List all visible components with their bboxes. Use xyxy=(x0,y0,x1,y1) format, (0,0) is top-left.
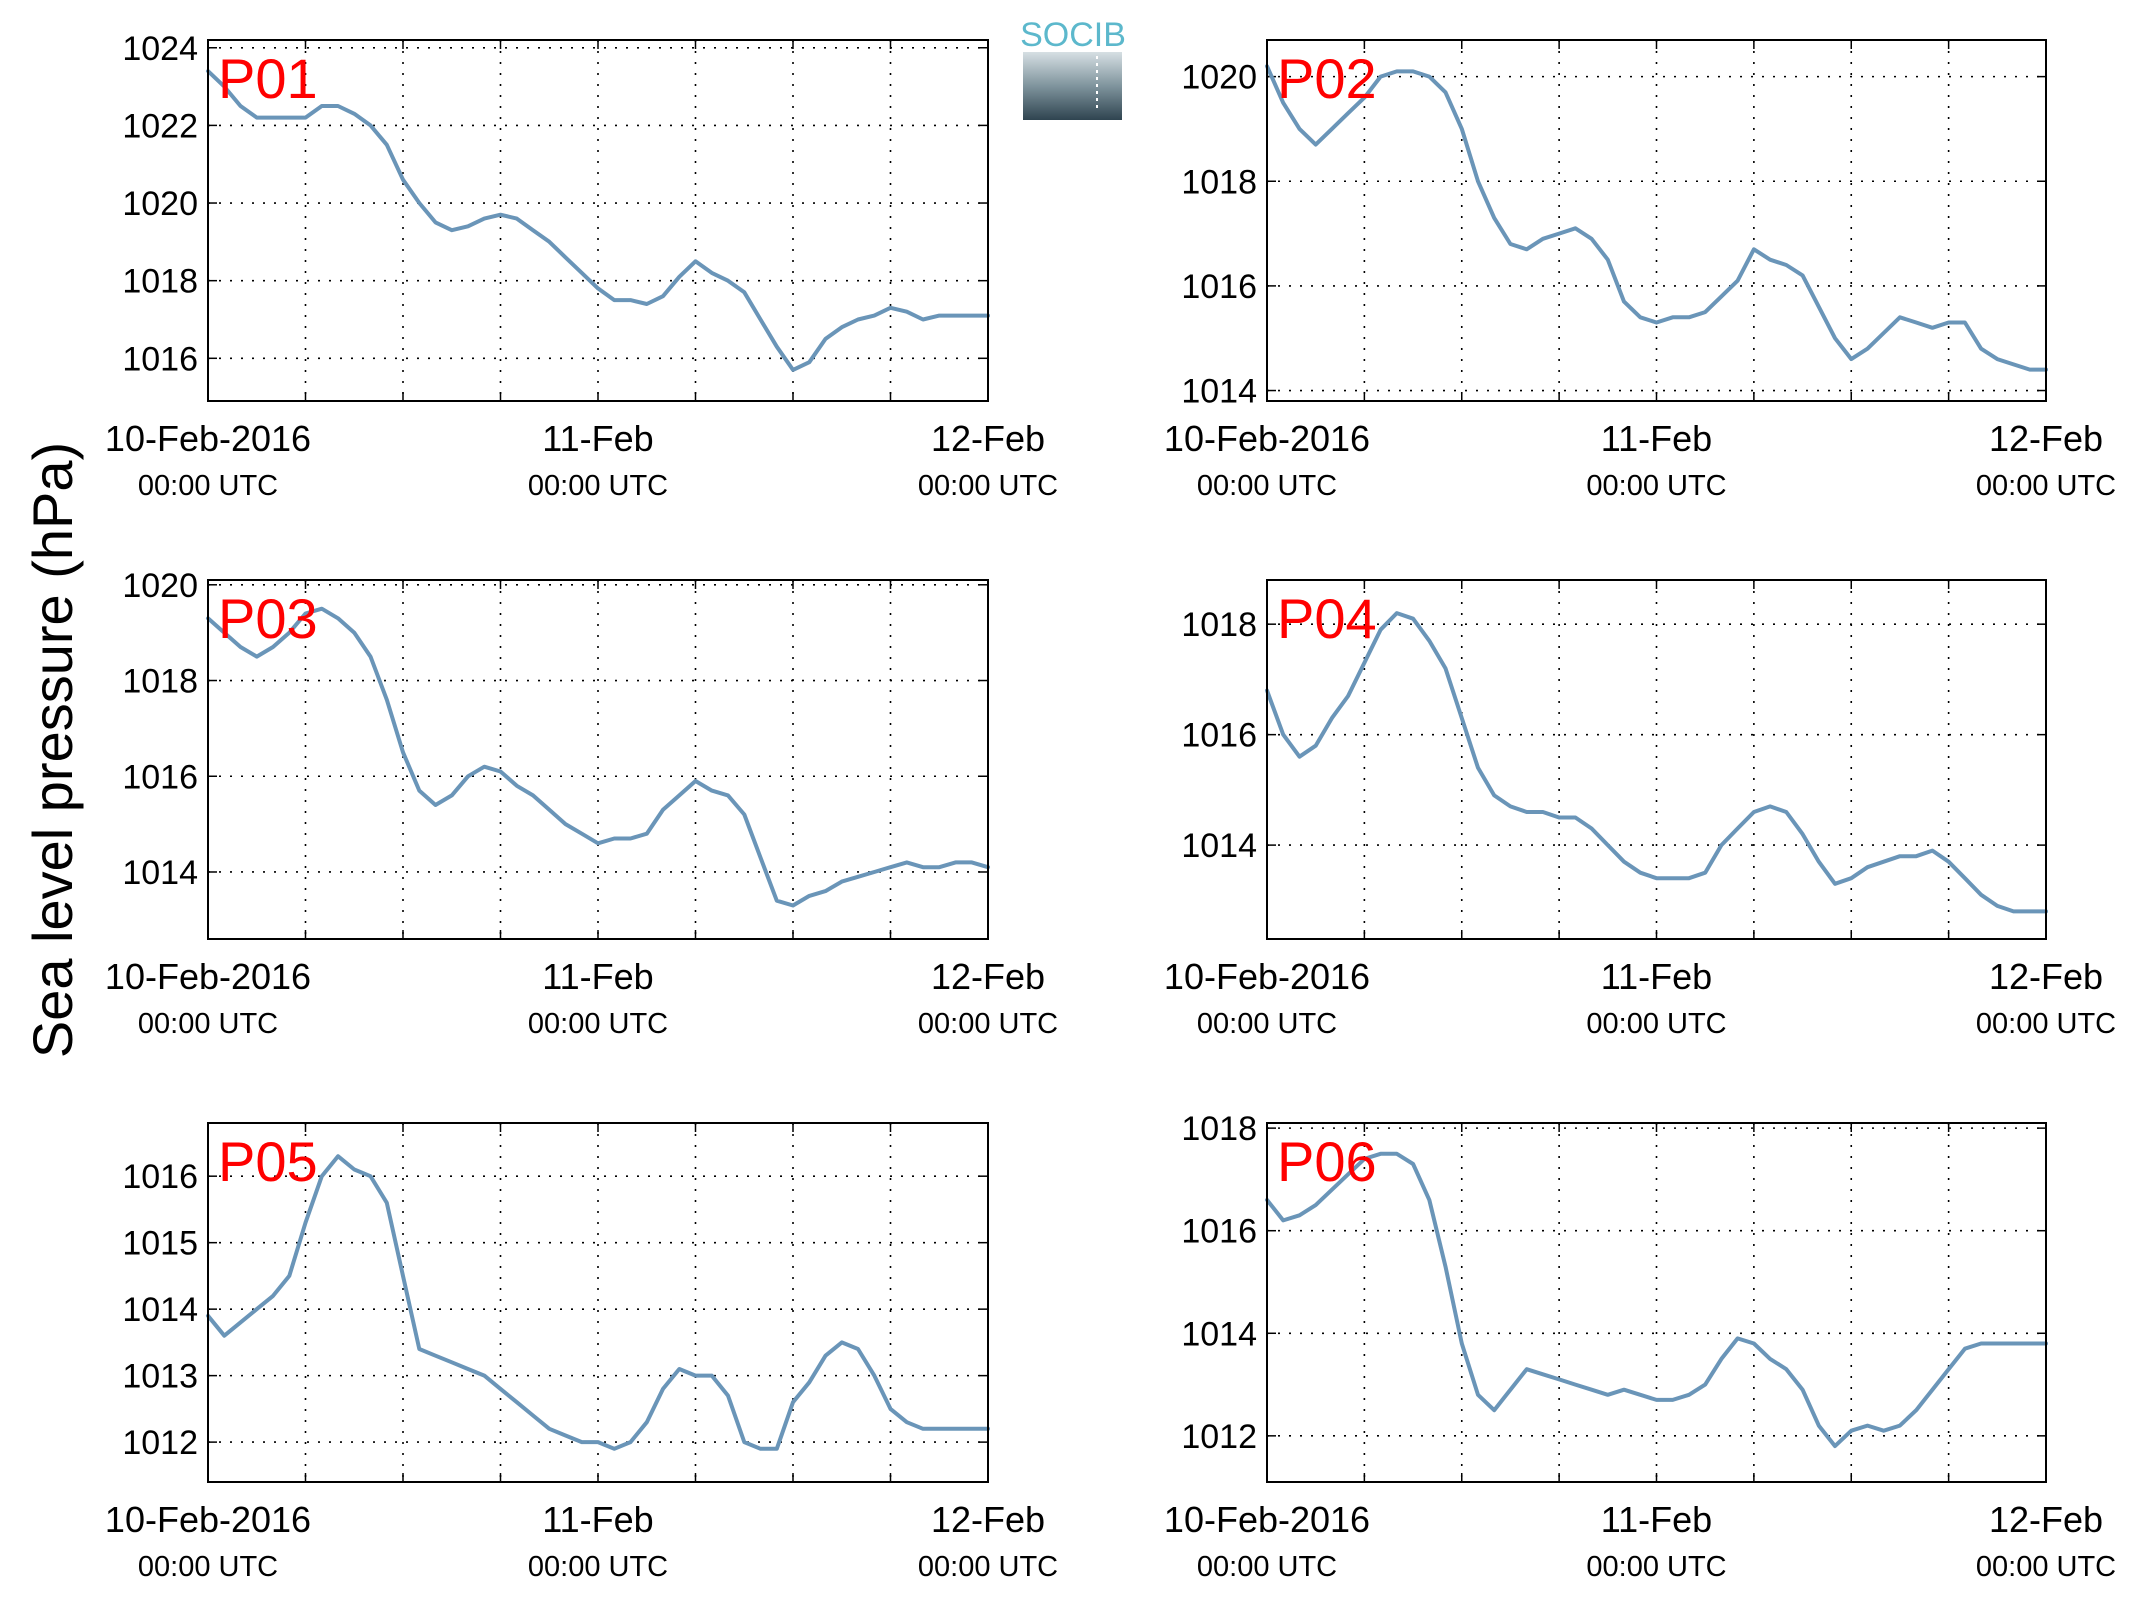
y-tick-label: 1012 xyxy=(122,1424,198,1462)
panels: 1016 1018 1020 1022 1024 P01 10-Feb-2016 00:00 … xyxy=(105,30,2116,1583)
panel-p03: 1014 1016 1018 1020 P03 10-Feb-2016 00:00 UTC 1… xyxy=(105,567,1058,1040)
x-tick-label-date: 12-Feb xyxy=(931,418,1045,459)
x-tick-label-date: 10-Feb-2016 xyxy=(1164,418,1370,459)
x-tick-label-time: 00:00 UTC xyxy=(528,470,668,502)
x-tick-label-date: 11-Feb xyxy=(542,956,653,997)
x-tick-label-date: 11-Feb xyxy=(1601,956,1712,997)
x-tick-label-time: 00:00 UTC xyxy=(1586,1008,1726,1040)
x-tick-label-date: 12-Feb xyxy=(931,1499,1045,1540)
x-tick-label-time: 00:00 UTC xyxy=(918,1008,1058,1040)
x-tick-label-date: 11-Feb xyxy=(1601,1499,1712,1540)
panel-p01: 1016 1018 1020 1022 1024 P01 10-Feb-2016 00:00 … xyxy=(105,30,1058,502)
x-tick-label-date: 12-Feb xyxy=(1989,418,2103,459)
station-label: P03 xyxy=(218,587,318,650)
axes-frame xyxy=(207,1122,989,1483)
x-tick-label-date: 11-Feb xyxy=(542,1499,653,1540)
axes-frame xyxy=(1266,579,2047,940)
panel-p02: 1014 1016 1018 1020 P02 10-Feb-2016 00:00 UTC 1… xyxy=(1164,39,2116,502)
y-tick-label: 1018 xyxy=(1181,606,1257,644)
x-tick-label-time: 00:00 UTC xyxy=(1197,1008,1337,1040)
x-tick-label-date: 10-Feb-2016 xyxy=(1164,1499,1370,1540)
panel-p04: 1014 1016 1018 P04 10-Feb-2016 00:00 UTC 11-Fe… xyxy=(1164,579,2116,1040)
pressure-series-line xyxy=(1265,611,2048,914)
y-tick-label: 1014 xyxy=(1181,1315,1257,1353)
station-label: P01 xyxy=(218,47,318,110)
x-tick-label-time: 00:00 UTC xyxy=(1976,1551,2116,1583)
axes-frame xyxy=(1266,1122,2047,1483)
pressure-series-line xyxy=(206,69,990,372)
panel-p05: 1012 1013 1014 1015 1016 P05 10-Feb-2016 00:00 … xyxy=(105,1122,1058,1583)
socib-logo: SOCIB xyxy=(1020,16,1126,120)
x-tick-label-time: 00:00 UTC xyxy=(1197,470,1337,502)
x-tick-label-date: 10-Feb-2016 xyxy=(105,1499,311,1540)
logo-text: SOCIB xyxy=(1020,16,1126,54)
y-tick-label: 1020 xyxy=(122,567,198,605)
x-tick-label-date: 10-Feb-2016 xyxy=(1164,956,1370,997)
y-tick-label: 1016 xyxy=(122,340,198,378)
x-tick-label-time: 00:00 UTC xyxy=(138,470,278,502)
y-tick-label: 1014 xyxy=(122,854,198,892)
y-tick-label: 1024 xyxy=(122,30,198,68)
y-tick-label: 1015 xyxy=(122,1225,198,1263)
pressure-series-line xyxy=(206,1154,990,1451)
x-tick-label-time: 00:00 UTC xyxy=(1586,470,1726,502)
y-tick-label: 1018 xyxy=(122,663,198,701)
x-tick-label-time: 00:00 UTC xyxy=(1976,1008,2116,1040)
pressure-series-line xyxy=(1265,64,2048,372)
pressure-series-line xyxy=(1265,1151,2048,1449)
y-tick-label: 1016 xyxy=(1181,268,1257,306)
x-tick-label-date: 12-Feb xyxy=(1989,1499,2103,1540)
x-tick-label-date: 10-Feb-2016 xyxy=(105,418,311,459)
y-tick-label: 1014 xyxy=(122,1291,198,1329)
x-tick-label-time: 00:00 UTC xyxy=(918,1551,1058,1583)
x-tick-label-time: 00:00 UTC xyxy=(1976,470,2116,502)
y-tick-label: 1013 xyxy=(122,1358,198,1396)
y-tick-label: 1016 xyxy=(1181,717,1257,755)
x-tick-label-time: 00:00 UTC xyxy=(918,470,1058,502)
x-tick-label-date: 10-Feb-2016 xyxy=(105,956,311,997)
x-tick-label-time: 00:00 UTC xyxy=(1197,1551,1337,1583)
x-tick-label-date: 11-Feb xyxy=(1601,418,1712,459)
logo-block xyxy=(1023,52,1122,120)
axes-frame xyxy=(1266,39,2047,402)
y-tick-label: 1014 xyxy=(1181,827,1257,865)
y-tick-label: 1018 xyxy=(122,263,198,301)
y-tick-label: 1018 xyxy=(1181,1110,1257,1148)
y-tick-label: 1016 xyxy=(122,758,198,796)
panel-p06: 1012 1014 1016 1018 P06 10-Feb-2016 00:00 UTC 1… xyxy=(1164,1110,2116,1583)
x-tick-label-time: 00:00 UTC xyxy=(528,1008,668,1040)
y-tick-label: 1016 xyxy=(1181,1213,1257,1251)
x-tick-label-date: 12-Feb xyxy=(1989,956,2103,997)
x-tick-label-time: 00:00 UTC xyxy=(138,1008,278,1040)
y-axis-label: Sea level pressure (hPa) xyxy=(21,442,84,1058)
y-tick-label: 1018 xyxy=(1181,163,1257,201)
station-label: P02 xyxy=(1277,47,1377,110)
station-label: P04 xyxy=(1277,587,1377,650)
y-tick-label: 1022 xyxy=(122,107,198,145)
x-tick-label-time: 00:00 UTC xyxy=(138,1551,278,1583)
y-tick-label: 1014 xyxy=(1181,373,1257,411)
x-tick-label-time: 00:00 UTC xyxy=(528,1551,668,1583)
axes-frame xyxy=(207,579,989,940)
station-label: P06 xyxy=(1277,1130,1377,1193)
y-tick-label: 1020 xyxy=(1181,59,1257,97)
station-label: P05 xyxy=(218,1130,318,1193)
pressure-series-line xyxy=(206,606,990,908)
x-tick-label-time: 00:00 UTC xyxy=(1586,1551,1726,1583)
y-tick-label: 1020 xyxy=(122,185,198,223)
axes-frame xyxy=(207,39,989,402)
x-tick-label-date: 12-Feb xyxy=(931,956,1045,997)
x-tick-label-date: 11-Feb xyxy=(542,418,653,459)
y-tick-label: 1012 xyxy=(1181,1418,1257,1456)
y-tick-label: 1016 xyxy=(122,1158,198,1196)
